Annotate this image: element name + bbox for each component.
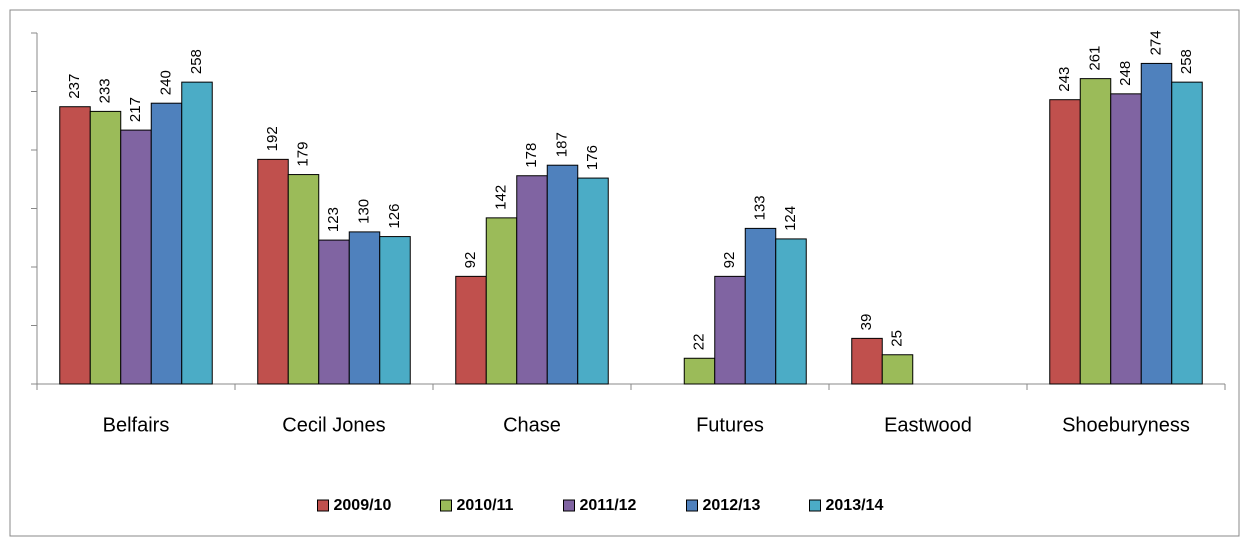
bar: [851, 337, 883, 385]
value-label: 261: [1086, 46, 1103, 71]
bar: [150, 102, 183, 385]
bar: [683, 357, 716, 385]
legend-swatch: [809, 499, 821, 512]
chart-frame: [9, 9, 1240, 537]
value-label: 258: [188, 49, 205, 74]
legend-swatch: [317, 499, 329, 512]
bar: [744, 227, 777, 385]
bar: [257, 158, 289, 385]
bar: [318, 239, 350, 385]
legend-label: 2010/11: [457, 497, 514, 514]
value-label: 92: [721, 252, 738, 269]
legend-swatch: [686, 499, 698, 512]
bar: [516, 175, 548, 385]
x-tick-label: Futures: [696, 414, 764, 436]
legend-label: 2012/13: [703, 497, 761, 514]
bar: [1049, 99, 1081, 385]
value-label: 124: [782, 206, 799, 231]
value-label: 178: [523, 143, 540, 168]
value-label: 126: [386, 204, 403, 229]
value-label: 192: [264, 126, 281, 151]
legend-label: 2009/10: [334, 497, 392, 514]
value-label: 25: [888, 330, 905, 347]
bar: [455, 275, 487, 385]
value-label: 274: [1147, 30, 1164, 55]
value-label: 233: [96, 78, 113, 103]
legend-swatch: [563, 499, 575, 512]
value-label: 258: [1178, 49, 1195, 74]
x-tick-label: Belfairs: [103, 414, 170, 436]
x-tick-label: Eastwood: [884, 414, 972, 436]
bar: [89, 110, 122, 385]
value-label: 179: [294, 142, 311, 167]
x-tick-label: Cecil Jones: [282, 414, 385, 436]
value-label: 39: [858, 314, 875, 331]
value-label: 22: [690, 334, 707, 351]
value-label: 217: [127, 97, 144, 122]
value-label: 133: [751, 195, 768, 220]
value-label: 187: [553, 132, 570, 157]
value-label: 240: [157, 70, 174, 95]
bar: [379, 236, 411, 385]
bar: [59, 106, 91, 385]
bar: [287, 174, 320, 385]
bar: [120, 129, 152, 385]
x-tick-label: Shoeburyness: [1062, 414, 1190, 436]
value-label: 130: [355, 199, 372, 224]
value-label: 237: [66, 74, 83, 99]
bar: [714, 275, 746, 385]
bar: [1110, 93, 1142, 385]
bar: [1140, 62, 1173, 385]
value-label: 92: [462, 252, 479, 269]
value-label: 123: [325, 207, 342, 232]
bar: [1171, 81, 1203, 385]
value-label: 176: [584, 145, 601, 170]
value-label: 248: [1117, 61, 1134, 86]
legend-label: 2011/12: [580, 497, 637, 514]
bar: [485, 217, 518, 385]
value-label: 243: [1056, 67, 1073, 92]
bar: [881, 354, 914, 385]
bar: [775, 238, 807, 385]
bar: [348, 231, 381, 385]
legend-swatch: [440, 499, 452, 512]
bar: [1079, 78, 1112, 385]
bar: [577, 177, 609, 385]
bar: [546, 164, 579, 385]
legend-label: 2013/14: [826, 497, 884, 514]
x-tick-label: Chase: [503, 414, 561, 436]
bar: [181, 81, 213, 385]
value-label: 142: [492, 185, 509, 210]
